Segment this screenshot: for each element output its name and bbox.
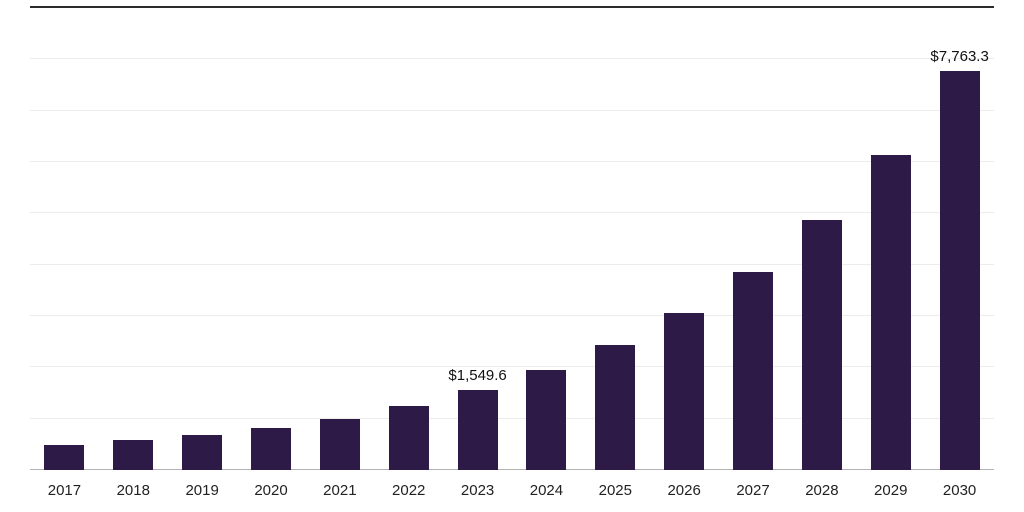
bar-2018	[113, 440, 154, 470]
bar-slot-2026	[650, 8, 719, 470]
bar-slot-2028	[787, 8, 856, 470]
x-axis: 2017 2018 2019 2020 2021 2022 2023 2024 2025 2026…	[30, 483, 994, 498]
x-axis-label-2028: 2028	[805, 482, 839, 499]
gridline-4000	[30, 263, 994, 265]
bar-2019	[182, 434, 223, 470]
x-axis-label-2027: 2027	[736, 482, 770, 499]
bar-slot-2027	[719, 8, 788, 470]
x-axis-line	[30, 469, 994, 470]
bar-slot-2025	[581, 8, 650, 470]
gridline-2000	[30, 366, 994, 368]
bar-2025	[595, 344, 636, 470]
bar-slot-2030: $7,763.3	[925, 8, 994, 470]
gridline-6000	[30, 161, 994, 163]
gridline-8000	[30, 58, 994, 60]
data-label-2023: $1,549.6	[448, 367, 507, 385]
bar-slot-2017	[30, 8, 99, 470]
bar-slot-2020	[237, 8, 306, 470]
bar-slot-2023: $1,549.6	[443, 8, 512, 470]
gridline-1000	[30, 417, 994, 419]
data-label-2030: $7,763.3	[930, 48, 989, 66]
x-axis-label-2023: 2023	[460, 482, 495, 499]
x-axis-label-2024: 2024	[529, 482, 564, 499]
x-axis-label-2022: 2022	[392, 482, 426, 499]
gridline-7000	[30, 109, 994, 111]
bar-slot-2018	[99, 8, 168, 470]
bar-2021	[319, 418, 360, 470]
bar-slot-2022	[374, 8, 443, 470]
bar-2022	[388, 406, 429, 470]
x-axis-label-2020: 2020	[254, 482, 288, 499]
bar-slot-2029	[856, 8, 925, 470]
bar-2024	[526, 369, 567, 470]
bar-slot-2021	[305, 8, 374, 470]
bar-2030	[939, 71, 980, 470]
x-axis-label-2025: 2025	[598, 482, 632, 499]
gridline-5000	[30, 212, 994, 214]
x-axis-label-2029: 2029	[874, 482, 908, 499]
bar-series: $1,549.6 $7,763.3	[30, 8, 994, 470]
bar-2017	[44, 445, 85, 470]
bar-slot-2019	[168, 8, 237, 470]
x-axis-label-2026: 2026	[667, 482, 701, 499]
plot-area: $1,549.6 $7,763.3	[30, 6, 994, 470]
bar-2027	[733, 271, 774, 470]
bar-2023	[457, 390, 498, 470]
bar-2029	[870, 154, 911, 470]
bar-2028	[801, 220, 842, 470]
x-axis-label-2017: 2017	[47, 482, 82, 499]
x-axis-label-2030: 2030	[942, 482, 977, 499]
gridline-9000	[30, 6, 994, 8]
bar-2026	[664, 312, 705, 470]
bar-slot-2024	[512, 8, 581, 470]
x-axis-label-2019: 2019	[185, 482, 219, 499]
gridline-3000	[30, 315, 994, 317]
x-axis-label-2021: 2021	[323, 482, 357, 499]
x-axis-label-2018: 2018	[116, 482, 150, 499]
bar-2020	[251, 428, 291, 470]
